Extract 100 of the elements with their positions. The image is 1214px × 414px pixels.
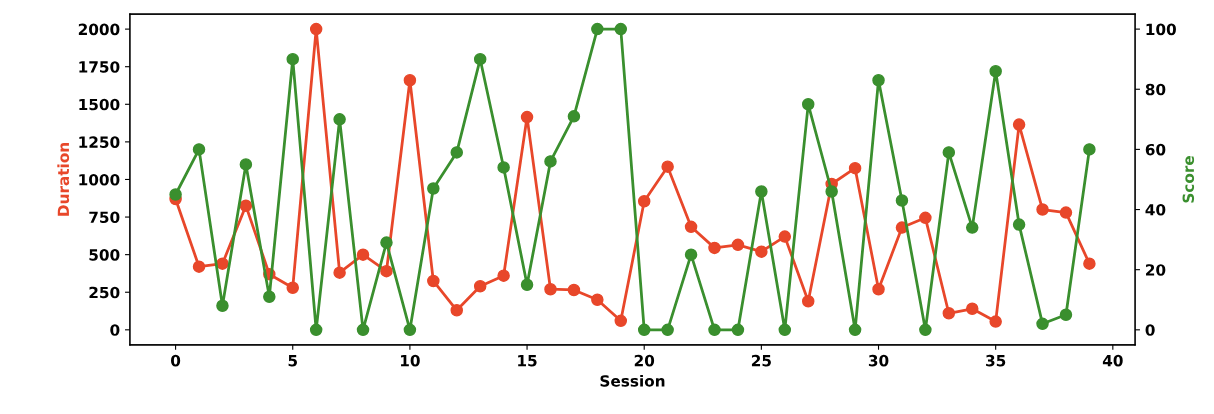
point [356, 248, 370, 261]
point [1083, 143, 1096, 156]
x-tick-label: 40 [1102, 354, 1123, 367]
point [872, 282, 885, 296]
point [614, 314, 628, 328]
y-axis-title: Duration [57, 143, 70, 216]
y2-tick-label: 60 [1145, 143, 1166, 156]
point [263, 290, 276, 303]
point [684, 248, 698, 261]
point [309, 323, 323, 337]
point [403, 323, 417, 337]
point [403, 73, 417, 87]
point [356, 323, 370, 337]
point [684, 220, 698, 234]
point [755, 185, 768, 198]
point [872, 73, 885, 87]
point [661, 160, 674, 173]
point [637, 323, 651, 337]
point [333, 266, 346, 279]
point [309, 22, 323, 36]
point [520, 110, 534, 124]
point [216, 299, 229, 313]
point [755, 245, 768, 258]
point [473, 52, 487, 66]
point [965, 302, 979, 316]
point [848, 323, 862, 337]
point [708, 241, 721, 255]
point [895, 194, 909, 207]
x-tick-label: 30 [868, 354, 889, 367]
y2-tick-label: 40 [1145, 204, 1166, 216]
point [450, 304, 464, 317]
point [989, 64, 1002, 78]
point [520, 278, 534, 291]
point [286, 281, 299, 294]
x-tick-label: 10 [400, 354, 420, 367]
y-tick-label: 2000 [78, 23, 120, 36]
point [567, 283, 581, 297]
y2-axis-title: Score [1182, 155, 1195, 203]
point [544, 282, 557, 296]
point [567, 110, 581, 123]
point [778, 323, 792, 337]
point [708, 323, 721, 337]
point [942, 146, 956, 159]
x-tick-label: 20 [634, 354, 655, 367]
point [1036, 317, 1049, 331]
point [450, 146, 464, 159]
point [1059, 206, 1073, 219]
x-tick-label: 0 [171, 354, 181, 367]
point [591, 22, 604, 36]
x-axis-title: Session [600, 374, 665, 387]
point [427, 182, 440, 195]
point [989, 315, 1002, 328]
y2-tick-label: 100 [1146, 23, 1176, 36]
y-tick-label: 1000 [79, 173, 120, 186]
point [1012, 118, 1026, 131]
x-tick-label: 25 [751, 354, 771, 367]
y-tick-label: 500 [89, 249, 120, 261]
point [661, 323, 674, 337]
y-tick-label: 250 [89, 286, 120, 299]
y2-tick-label: 0 [1145, 324, 1155, 336]
point [919, 211, 932, 225]
y-tick-label: 1500 [79, 98, 120, 111]
point [801, 98, 815, 111]
y-tick-label: 750 [89, 211, 120, 224]
point [497, 269, 510, 282]
point [965, 221, 979, 234]
y-tick-label: 0 [110, 324, 120, 336]
point [825, 185, 838, 198]
point [192, 143, 206, 156]
point [286, 52, 299, 66]
y-tick-label: 1250 [79, 136, 120, 148]
point [169, 188, 182, 201]
point [637, 195, 651, 208]
point [544, 155, 557, 168]
y2-tick-label: 80 [1145, 83, 1166, 96]
point [848, 161, 862, 175]
point [333, 113, 346, 126]
y2-tick-label: 20 [1146, 264, 1166, 276]
point [380, 264, 393, 278]
point [1083, 257, 1096, 270]
point [192, 260, 206, 273]
x-tick-label: 15 [518, 355, 537, 367]
point [731, 323, 745, 337]
point [778, 230, 792, 243]
point [473, 279, 487, 293]
point [380, 236, 393, 249]
y-tick-label: 1750 [79, 61, 120, 73]
point [427, 274, 440, 288]
point [216, 257, 229, 270]
point [614, 22, 628, 36]
x-tick-label: 35 [986, 354, 1006, 367]
point [239, 158, 253, 171]
x-tick-label: 5 [288, 355, 297, 367]
point [801, 295, 815, 308]
point [919, 323, 932, 337]
point [1059, 308, 1073, 322]
point [942, 307, 956, 320]
point [591, 293, 604, 307]
point [497, 161, 510, 174]
point [1012, 218, 1026, 231]
